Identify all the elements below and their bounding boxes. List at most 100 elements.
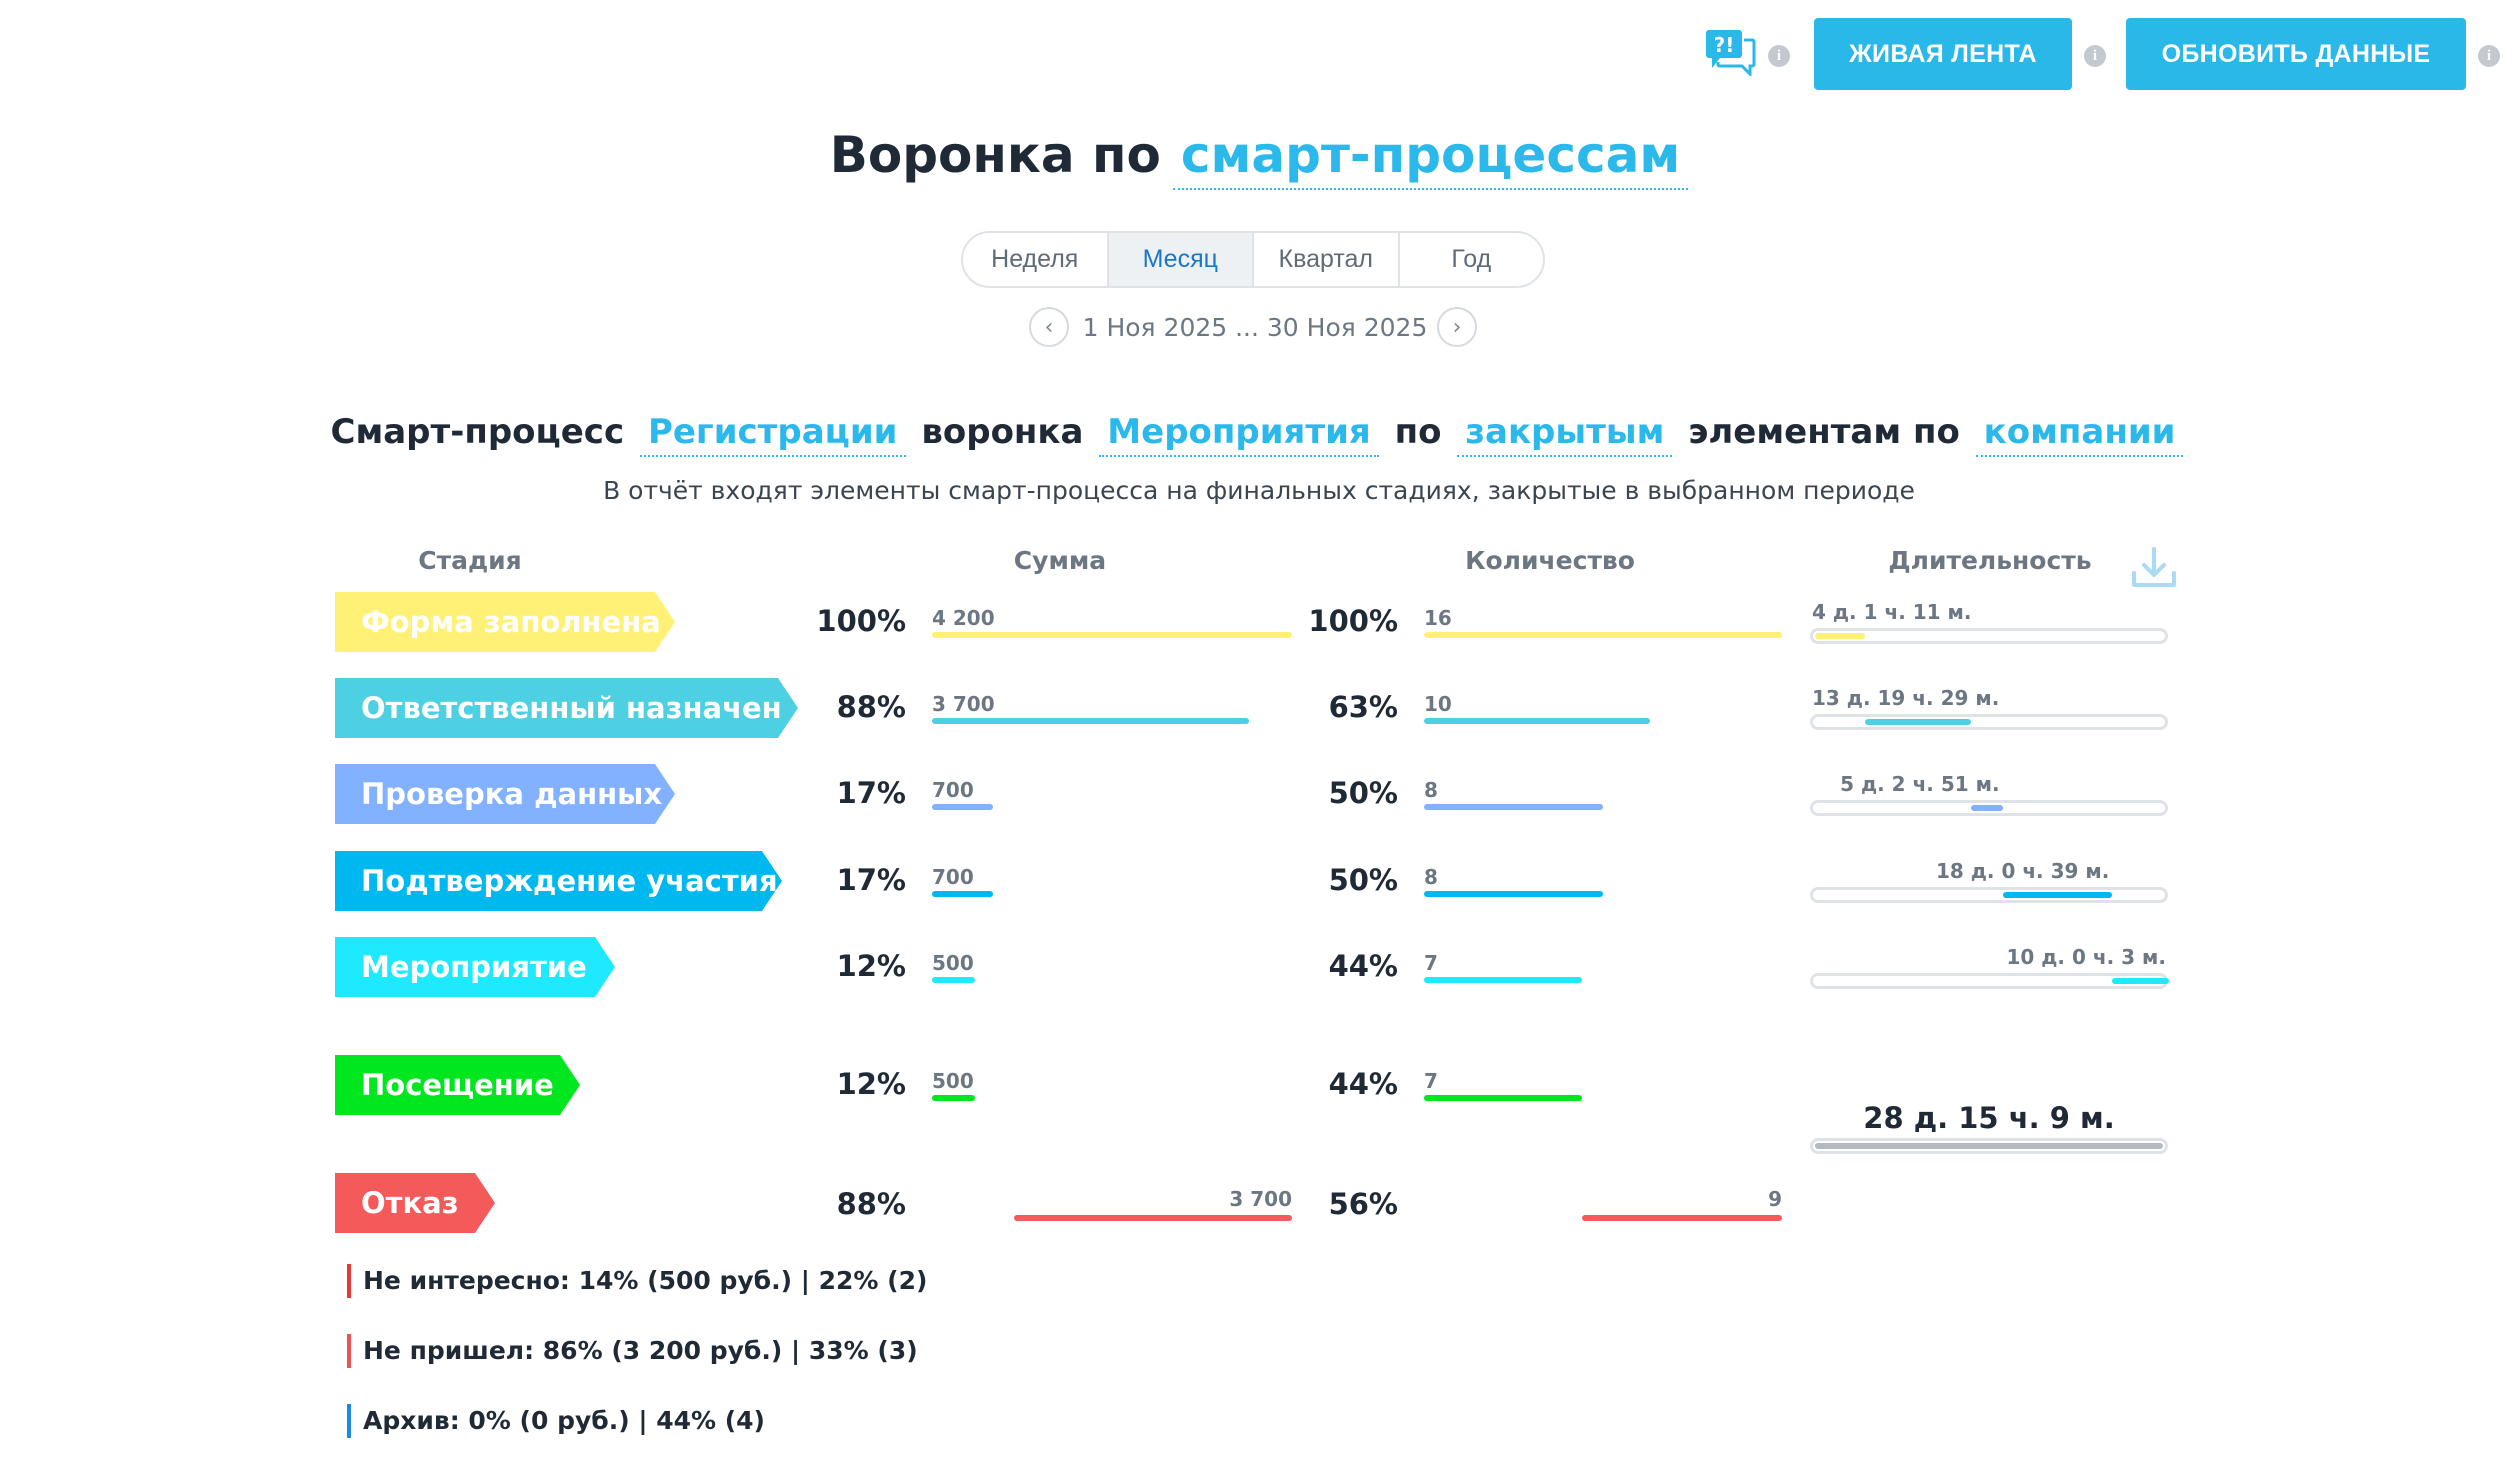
element-status-link[interactable]: закрытым xyxy=(1457,412,1673,457)
sum-value: 500 xyxy=(932,951,974,975)
stage-tag-refusal[interactable]: Отказ xyxy=(335,1173,495,1233)
report-subtitle: Смарт-процесс Регистрации воронка Меропр… xyxy=(0,412,2518,457)
duration-fill xyxy=(1815,633,1865,639)
chevron-right-icon[interactable]: › xyxy=(1437,307,1477,347)
sum-percent: 17% xyxy=(836,863,906,897)
quantity-bar xyxy=(1424,804,1603,810)
stage-tag[interactable]: Подтверждение участия xyxy=(335,851,782,911)
sum-bar xyxy=(932,804,994,810)
stage-tag[interactable]: Проверка данных xyxy=(335,764,675,824)
stage-tag[interactable]: Форма заполнена xyxy=(335,592,675,652)
quantity-bar xyxy=(1424,632,1782,638)
refusal-reason-item: Не пришел: 86% (3 200 руб.) | 33% (3) xyxy=(347,1334,918,1368)
stage-tag[interactable]: Ответственный назначен xyxy=(335,678,798,738)
smart-process-link[interactable]: Регистрации xyxy=(639,412,906,457)
title-prefix: Воронка по xyxy=(829,126,1161,184)
period-tabs: Неделя Месяц Квартал Год xyxy=(961,231,1545,288)
duration-fill xyxy=(1970,805,2003,811)
sum-value: 700 xyxy=(932,865,974,889)
header-duration: Длительность xyxy=(1888,546,2092,575)
quantity-percent: 50% xyxy=(1328,863,1398,897)
quantity-value: 8 xyxy=(1424,778,1438,802)
refusal-sum-bar xyxy=(1013,1215,1292,1221)
subtitle-word: Смарт-процесс xyxy=(330,412,625,452)
refusal-sum-value: 3 700 xyxy=(1229,1187,1292,1211)
sum-bar xyxy=(932,891,994,897)
subtitle-word: элементам по xyxy=(1688,412,1960,452)
question-chat-icon[interactable]: ?! xyxy=(1704,28,1756,78)
refusal-reason-item: Архив: 0% (0 руб.) | 44% (4) xyxy=(347,1404,765,1438)
refusal-quantity-percent: 56% xyxy=(1328,1187,1398,1221)
tab-quarter[interactable]: Квартал xyxy=(1254,233,1400,286)
duration-track xyxy=(1810,714,2168,730)
sum-percent: 100% xyxy=(816,604,906,638)
quantity-percent: 63% xyxy=(1328,690,1398,724)
duration-value: 13 д. 19 ч. 29 м. xyxy=(1812,686,2000,710)
duration-fill xyxy=(2002,892,2113,898)
duration-track xyxy=(1810,973,2169,989)
duration-fill xyxy=(2112,978,2169,984)
duration-value: 5 д. 2 ч. 51 м. xyxy=(1840,772,2000,796)
sum-value: 4 200 xyxy=(932,606,995,630)
quantity-bar xyxy=(1424,1095,1582,1101)
sum-percent: 12% xyxy=(836,949,906,983)
quantity-bar xyxy=(1424,891,1603,897)
stage-tag[interactable]: Мероприятие xyxy=(335,937,615,997)
tab-year[interactable]: Год xyxy=(1451,245,1492,273)
report-note: В отчёт входят элементы смарт-процесса н… xyxy=(603,476,1915,505)
quantity-percent: 44% xyxy=(1328,1067,1398,1101)
stage-tag[interactable]: Посещение xyxy=(335,1055,580,1115)
info-icon[interactable]: i xyxy=(2084,45,2106,67)
refusal-reason-item: Не интересно: 14% (500 руб.) | 22% (2) xyxy=(347,1264,927,1298)
sum-percent: 88% xyxy=(836,690,906,724)
duration-track xyxy=(1810,887,2168,903)
sum-bar xyxy=(932,718,1249,724)
page-title: Воронка по смарт-процессам xyxy=(0,126,2518,190)
duration-value: 10 д. 0 ч. 3 м. xyxy=(2006,945,2166,969)
download-icon[interactable] xyxy=(2130,545,2178,591)
duration-track xyxy=(1810,628,2168,644)
total-duration: 28 д. 15 ч. 9 м. xyxy=(1863,1101,2115,1135)
header-stage: Стадия xyxy=(418,546,522,575)
sum-value: 700 xyxy=(932,778,974,802)
total-duration-track xyxy=(1810,1138,2168,1154)
sum-bar xyxy=(932,977,976,983)
quantity-value: 16 xyxy=(1424,606,1452,630)
refresh-data-button[interactable]: ОБНОВИТЬ ДАННЫЕ xyxy=(2126,18,2466,90)
chevron-left-icon[interactable]: ‹ xyxy=(1029,307,1069,347)
funnel-link[interactable]: Мероприятия xyxy=(1099,412,1379,457)
total-duration-fill xyxy=(1815,1143,2163,1149)
duration-value: 4 д. 1 ч. 11 м. xyxy=(1812,600,1972,624)
refusal-quantity-bar xyxy=(1581,1215,1782,1221)
header-sum: Сумма xyxy=(1013,546,1107,575)
refusal-sum-percent: 88% xyxy=(836,1187,906,1221)
subtitle-word: по xyxy=(1394,412,1442,452)
tab-week[interactable]: Неделя xyxy=(963,233,1109,286)
info-icon[interactable]: i xyxy=(1768,45,1790,67)
refusal-quantity-value: 9 xyxy=(1768,1187,1782,1211)
subtitle-word: воронка xyxy=(921,412,1084,452)
duration-value: 18 д. 0 ч. 39 м. xyxy=(1935,859,2110,883)
sum-percent: 12% xyxy=(836,1067,906,1101)
smart-process-selector-link[interactable]: смарт-процессам xyxy=(1172,126,1689,190)
date-range: 1 Ноя 2025 ... 30 Ноя 2025 xyxy=(1082,313,1428,342)
quantity-percent: 44% xyxy=(1328,949,1398,983)
tab-month[interactable]: Месяц xyxy=(1108,233,1254,286)
info-icon[interactable]: i xyxy=(2478,45,2500,67)
sum-bar xyxy=(932,632,1292,638)
quantity-bar xyxy=(1424,977,1582,983)
sum-value: 500 xyxy=(932,1069,974,1093)
scope-link[interactable]: компании xyxy=(1975,412,2184,457)
duration-fill xyxy=(1864,719,1971,725)
duration-track xyxy=(1810,800,2168,816)
quantity-value: 7 xyxy=(1424,951,1438,975)
quantity-bar xyxy=(1424,718,1650,724)
quantity-value: 7 xyxy=(1424,1069,1438,1093)
live-feed-button[interactable]: ЖИВАЯ ЛЕНТА xyxy=(1814,18,2072,90)
sum-value: 3 700 xyxy=(932,692,995,716)
sum-bar xyxy=(932,1095,976,1101)
quantity-value: 10 xyxy=(1424,692,1452,716)
quantity-percent: 100% xyxy=(1308,604,1398,638)
quantity-percent: 50% xyxy=(1328,776,1398,810)
svg-text:?!: ?! xyxy=(1714,33,1735,57)
